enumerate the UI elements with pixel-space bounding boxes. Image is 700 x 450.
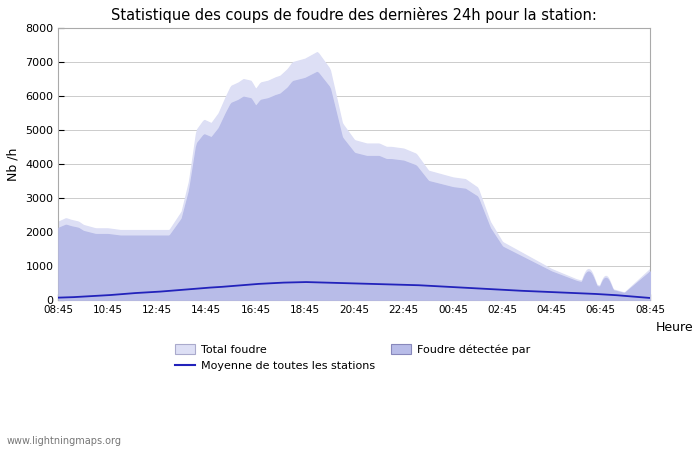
Text: www.lightningmaps.org: www.lightningmaps.org [7, 436, 122, 446]
Title: Statistique des coups de foudre des dernières 24h pour la station:: Statistique des coups de foudre des dern… [111, 7, 597, 23]
Y-axis label: Nb /h: Nb /h [7, 147, 20, 180]
Legend: Total foudre, Moyenne de toutes les stations, Foudre détectée par: Total foudre, Moyenne de toutes les stat… [171, 339, 535, 375]
Text: Heure: Heure [656, 321, 694, 334]
